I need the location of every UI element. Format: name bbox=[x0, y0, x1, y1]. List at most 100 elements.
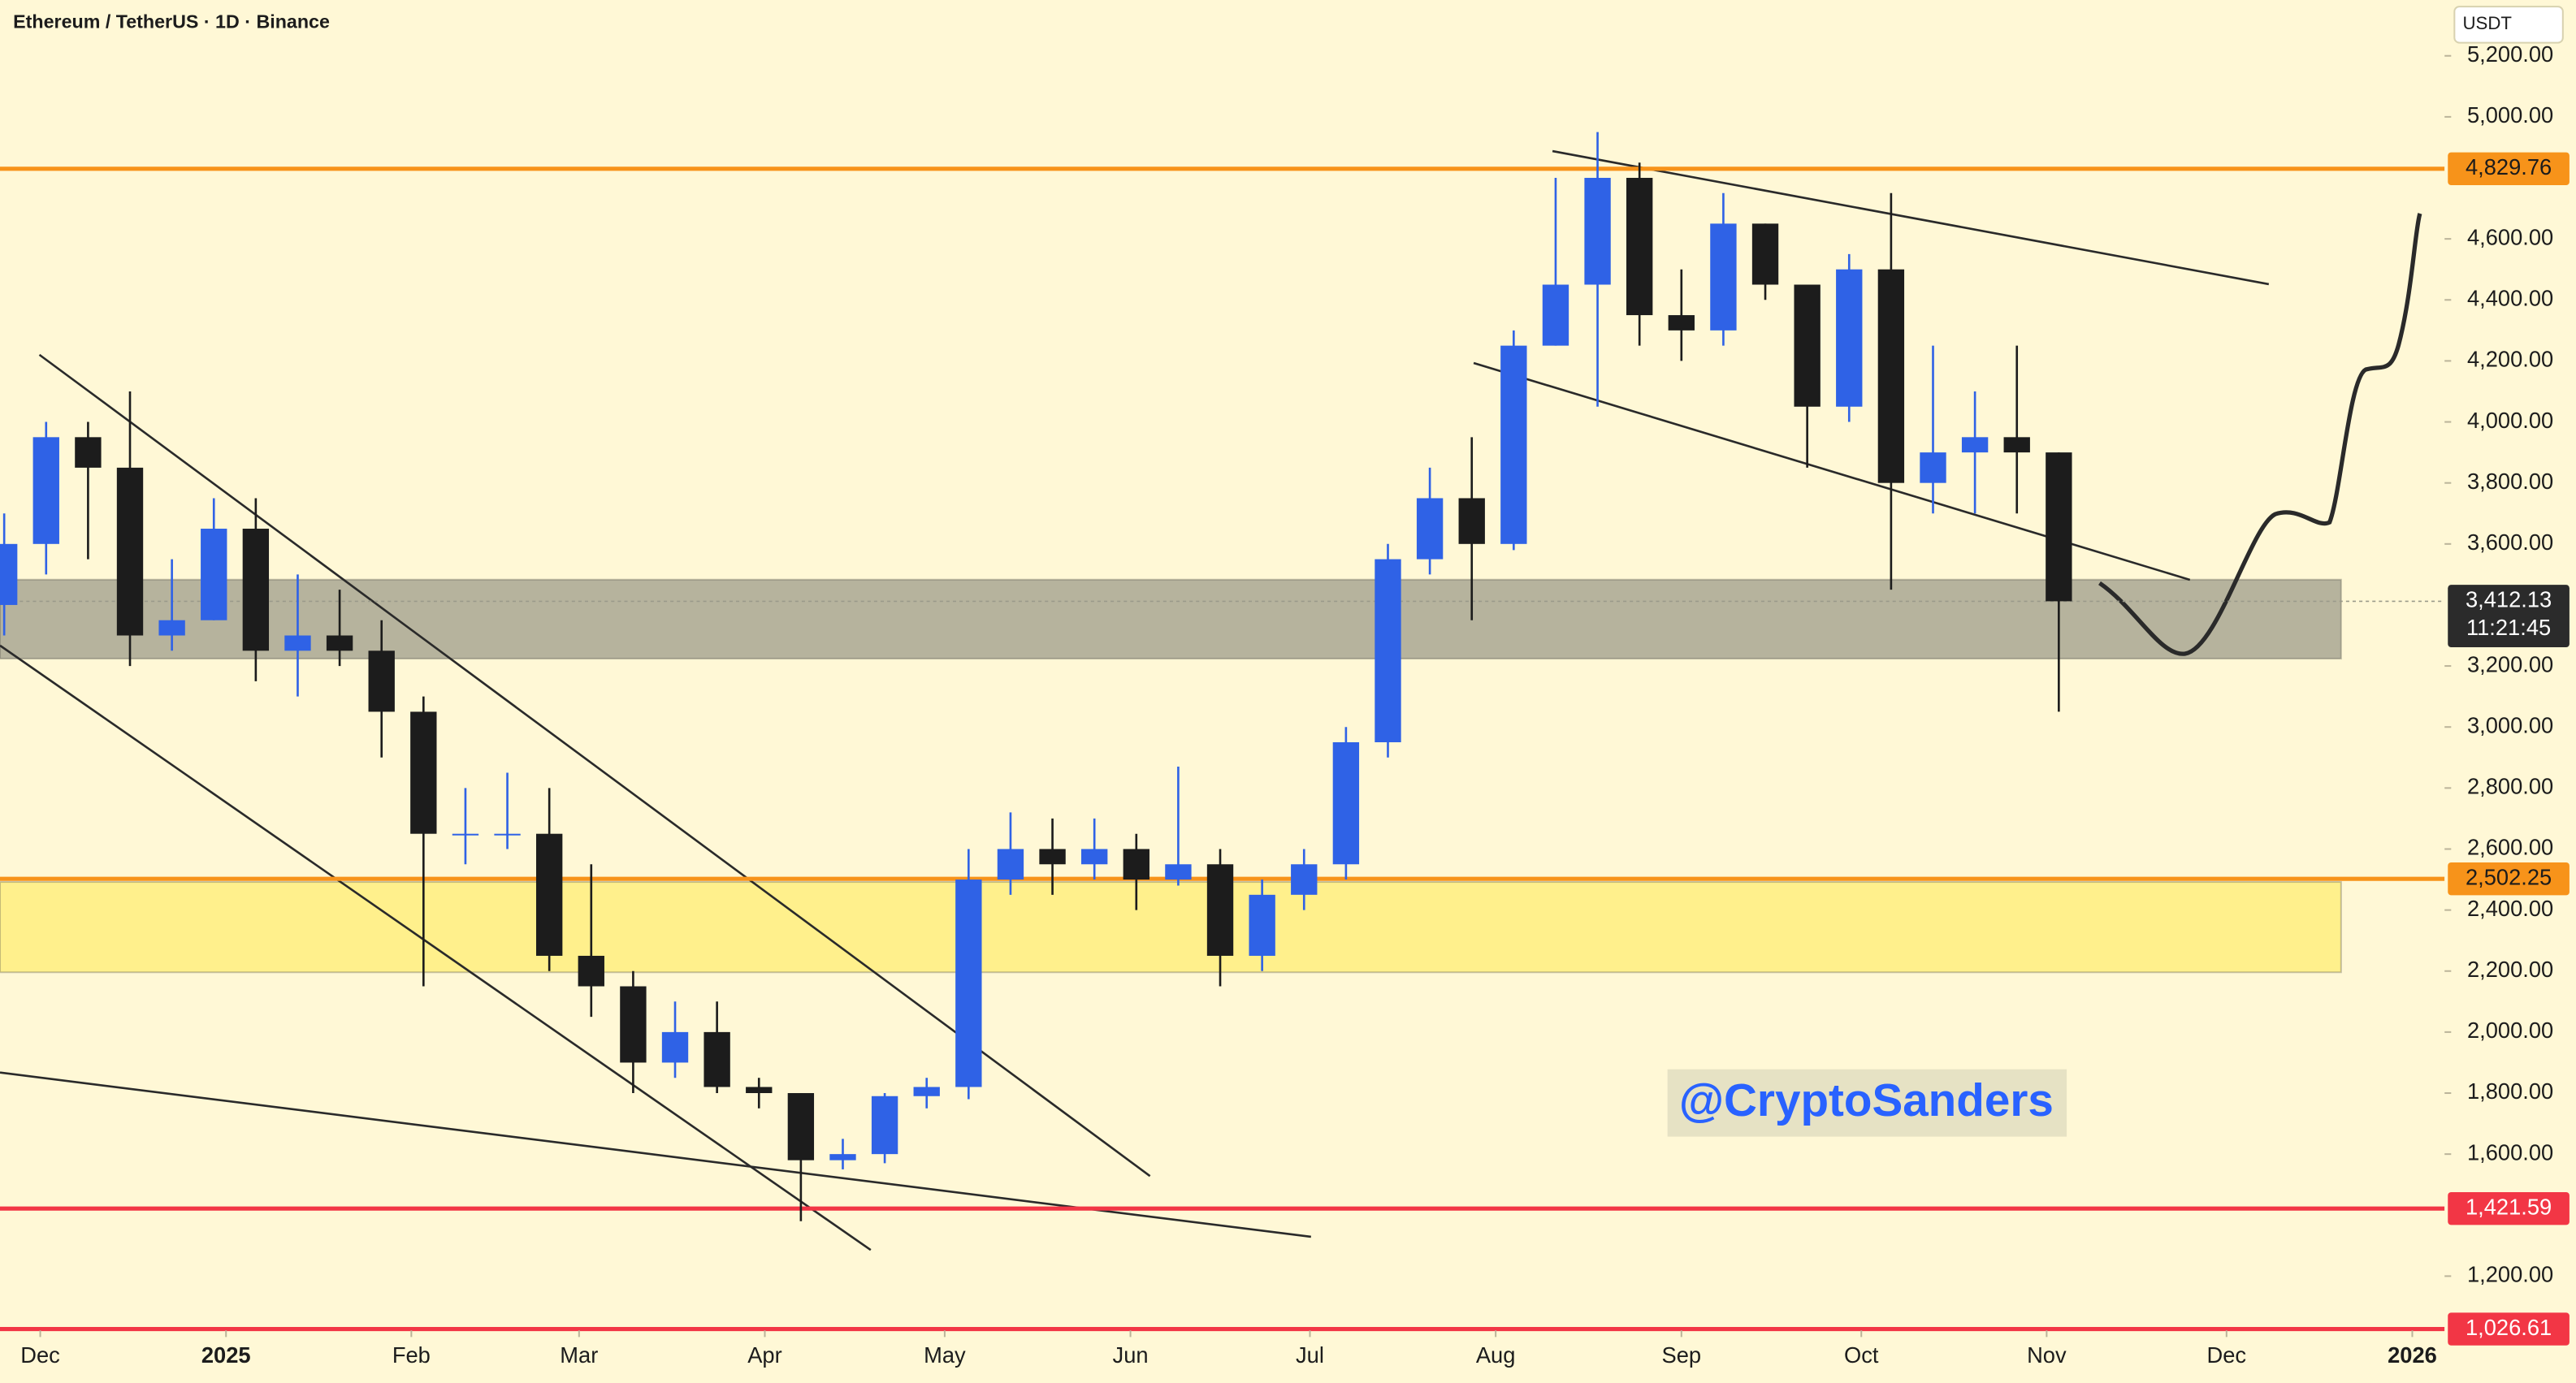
candle-body bbox=[1458, 498, 1485, 544]
level-tag bbox=[2448, 1191, 2570, 1225]
candle-body bbox=[1039, 849, 1066, 865]
candle-body bbox=[1751, 223, 1779, 285]
candle-body bbox=[1584, 178, 1611, 285]
candle-body bbox=[494, 833, 521, 836]
candle-body bbox=[1249, 894, 1275, 956]
countdown: 11:21:45 bbox=[2466, 615, 2551, 640]
candle-body bbox=[1794, 284, 1821, 407]
candle-body bbox=[2046, 452, 2072, 602]
y-tick-label: 4,400.00 bbox=[2467, 285, 2553, 310]
y-tick-label: 5,000.00 bbox=[2467, 102, 2553, 127]
candle-body bbox=[578, 955, 604, 987]
candle-body bbox=[1332, 741, 1360, 865]
level-label: 1,026.61 bbox=[2466, 1315, 2552, 1340]
candle-body bbox=[704, 1031, 730, 1087]
candles bbox=[0, 132, 2072, 1221]
candle-body bbox=[32, 437, 59, 544]
price-axis bbox=[2444, 0, 2576, 1383]
candle-body bbox=[410, 711, 437, 834]
chart-title: Ethereum / TetherUS · 1D · Binance bbox=[13, 11, 330, 32]
candle-body bbox=[1375, 559, 1401, 742]
x-tick-label: May bbox=[924, 1342, 966, 1368]
candle-body bbox=[201, 529, 227, 620]
y-tick-label: 2,000.00 bbox=[2467, 1018, 2553, 1043]
candle-body bbox=[1836, 269, 1863, 407]
candle-body bbox=[871, 1096, 898, 1155]
levels bbox=[0, 166, 2445, 1332]
candle-body bbox=[1626, 178, 1653, 316]
last-price-tag bbox=[2448, 585, 2570, 648]
candle-body bbox=[2003, 437, 2030, 453]
x-tick-label: Sep bbox=[1662, 1342, 1702, 1368]
candle-body bbox=[535, 833, 563, 956]
candle-body bbox=[326, 635, 353, 651]
candle-body bbox=[1123, 849, 1149, 880]
x-tick-label: 2026 bbox=[2388, 1342, 2437, 1368]
candle-body bbox=[284, 635, 311, 651]
currency-box bbox=[2453, 6, 2564, 44]
zones bbox=[0, 578, 2342, 974]
x-tick-label: Nov bbox=[2027, 1342, 2067, 1368]
currency: USDT bbox=[2462, 13, 2512, 33]
y-tick-label: 4,000.00 bbox=[2467, 408, 2553, 433]
candle-body bbox=[116, 467, 144, 636]
y-tick-label: 3,200.00 bbox=[2467, 651, 2553, 676]
candle-body bbox=[661, 1031, 689, 1063]
x-tick-label: Oct bbox=[1844, 1342, 1879, 1368]
y-tick-label: 3,000.00 bbox=[2467, 712, 2553, 737]
x-tick-label: 2025 bbox=[201, 1342, 251, 1368]
y-tick-label: 4,600.00 bbox=[2467, 224, 2553, 249]
y-tick-label: 2,200.00 bbox=[2467, 957, 2553, 982]
zone bbox=[0, 578, 2342, 660]
y-tick-label: 2,600.00 bbox=[2467, 835, 2553, 860]
x-tick-label: Jun bbox=[1113, 1342, 1149, 1368]
candle-body bbox=[1710, 223, 1737, 331]
x-tick-label: Dec bbox=[2207, 1342, 2247, 1368]
candle-body bbox=[1206, 864, 1234, 956]
candle-body bbox=[0, 543, 18, 605]
candle-body bbox=[620, 986, 647, 1063]
candle-body bbox=[1877, 269, 1905, 483]
candle-body bbox=[1165, 864, 1192, 880]
candle-body bbox=[1668, 315, 1695, 331]
trendline bbox=[1552, 149, 2270, 286]
level-tag bbox=[2448, 152, 2570, 186]
y-tick-label: 5,200.00 bbox=[2467, 41, 2553, 67]
y-tick-label: 4,200.00 bbox=[2467, 347, 2553, 372]
candle-body bbox=[242, 529, 270, 651]
candle-body bbox=[1961, 437, 1989, 453]
axes: 1,200.00 1,600.00 1,800.00 2,000.00 2,200.00… bbox=[20, 41, 2570, 1368]
candle-body bbox=[1291, 864, 1318, 895]
watermark: @CryptoSanders bbox=[1679, 1074, 2054, 1126]
level-label: 2,502.25 bbox=[2466, 864, 2552, 889]
level-tag bbox=[2448, 862, 2570, 896]
x-tick-label: Feb bbox=[392, 1342, 431, 1368]
y-tick-label: 1,200.00 bbox=[2467, 1262, 2553, 1287]
candle-body bbox=[1500, 345, 1527, 544]
candle-body bbox=[1080, 849, 1108, 865]
candle-body bbox=[75, 437, 102, 468]
candle-body bbox=[955, 880, 982, 1087]
candle-body bbox=[452, 833, 479, 836]
candle-body bbox=[829, 1154, 856, 1160]
level-label: 4,829.76 bbox=[2466, 154, 2552, 179]
candle-body bbox=[158, 620, 185, 636]
y-tick-label: 3,600.00 bbox=[2467, 529, 2553, 555]
candle-body bbox=[913, 1087, 940, 1096]
candle-body bbox=[368, 650, 395, 712]
y-tick-label: 2,800.00 bbox=[2467, 774, 2553, 799]
trendline bbox=[0, 644, 872, 1251]
x-tick-label: Mar bbox=[560, 1342, 598, 1368]
x-tick-label: Dec bbox=[20, 1342, 60, 1368]
candle-body bbox=[787, 1093, 815, 1160]
projection-path bbox=[2098, 213, 2422, 656]
x-tick-label: Jul bbox=[1296, 1342, 1324, 1368]
level-label: 1,421.59 bbox=[2466, 1194, 2552, 1219]
candle-body bbox=[746, 1087, 773, 1094]
last-price-label: 3,412.13 bbox=[2466, 587, 2552, 612]
x-tick-label: Aug bbox=[1476, 1342, 1516, 1368]
level-tag bbox=[2448, 1312, 2570, 1346]
